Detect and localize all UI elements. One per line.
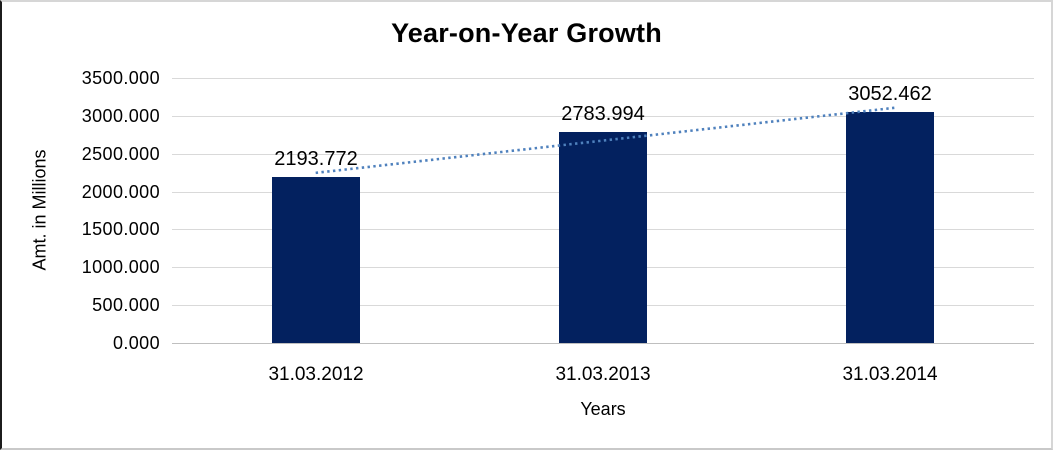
y-tick-label: 1500.000 xyxy=(81,219,160,239)
bar-31.03.2012 xyxy=(272,177,360,343)
x-tick-label: 31.03.2012 xyxy=(268,364,364,385)
x-tick-label: 31.03.2013 xyxy=(555,364,651,385)
y-tick-label: 1000.000 xyxy=(81,257,160,277)
y-tick-label: 0.000 xyxy=(112,333,160,353)
x-axis-line xyxy=(172,343,1034,344)
bar-31.03.2014 xyxy=(846,112,934,343)
gridline xyxy=(172,78,1034,79)
data-label: 2193.772 xyxy=(274,148,358,170)
data-label: 3052.462 xyxy=(848,83,932,105)
bar-31.03.2013 xyxy=(559,132,647,343)
x-tick-label: 31.03.2014 xyxy=(842,364,938,385)
y-tick-label: 3000.000 xyxy=(81,106,160,126)
chart-title: Year-on-Year Growth xyxy=(391,18,662,48)
y-tick-label: 2500.000 xyxy=(81,144,160,164)
y-tick-label: 500.000 xyxy=(92,295,160,315)
x-axis-title: Years xyxy=(580,399,626,419)
y-tick-label: 2000.000 xyxy=(81,182,160,202)
data-label: 2783.994 xyxy=(561,103,645,125)
y-tick-label: 3500.000 xyxy=(81,68,160,88)
